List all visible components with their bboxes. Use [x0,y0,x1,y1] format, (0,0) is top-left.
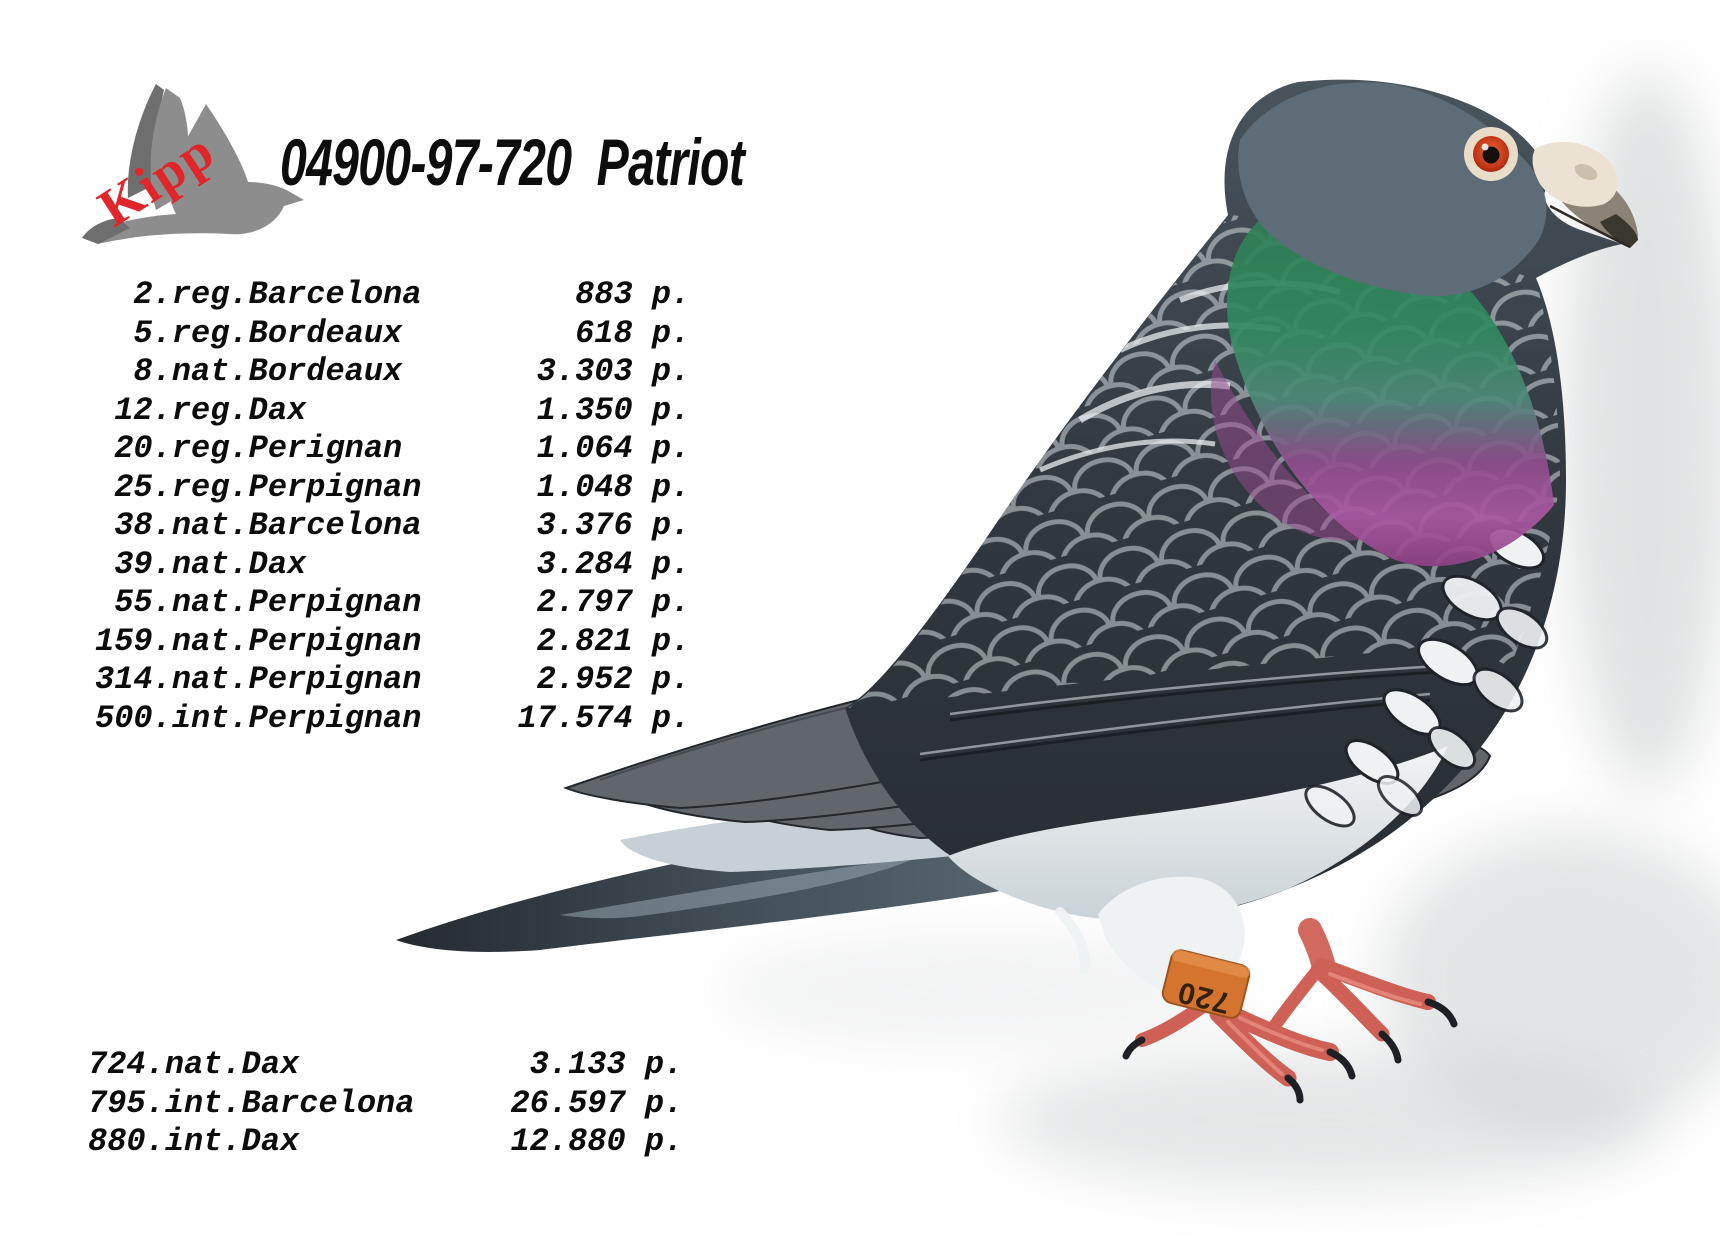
results-list-top: 2.reg.Barcelona 883 p. 5.reg.Bordeaux 61… [95,276,690,738]
result-row: 795.int.Barcelona 26.597 p. [88,1084,684,1122]
pigeon-legs: 720 [1055,876,1458,1104]
kipp-logo: Kipp [82,84,304,244]
result-row: 314.nat.Perpignan 2.952 p. [95,661,691,698]
results-list-bottom: 724.nat.Dax 3.133 p. 795.int.Barcelona 26… [88,1046,683,1162]
pigeon-claws [1122,998,1458,1104]
result-row: 5.reg.Bordeaux 618 p. [95,314,691,352]
result-row: 12.reg.Dax 1.350 p. [95,391,691,429]
photo-shadow [720,70,1720,1190]
pigeon-neck-iridescence [1227,216,1554,567]
pigeon-beak [1532,141,1638,249]
result-row: 8.nat.Bordeaux 3.303 p. [95,353,691,390]
result-row: 724.nat.Dax 3.133 p. [88,1046,684,1083]
result-row: 20.reg.Perignan 1.064 p. [95,430,691,467]
pigeon-neck-purple-patch [1210,360,1360,541]
pigeon-head [1238,82,1547,297]
result-row: 55.nat.Perpignan 2.797 p. [95,584,691,621]
result-row: 880.int.Dax 12.880 p. [88,1123,684,1160]
result-row: 39.nat.Dax 3.284 p. [95,545,691,583]
result-row: 25.reg.Perpignan 1.048 p. [95,468,691,506]
result-row: 159.nat.Perpignan 2.821 p. [95,622,691,660]
result-row: 500.int.Perpignan 17.574 p. [95,699,691,737]
pigeon-eye [1464,127,1518,181]
result-row: 2.reg.Barcelona 883 p. [95,276,691,313]
pigeon-cere [1532,141,1618,207]
page-title: 04900-97-720 Patriot [280,125,745,199]
pigeon-ring-band: 720 [1161,949,1251,1020]
dove-logo-icon [82,84,304,244]
result-row: 38.nat.Barcelona 3.376 p. [95,507,691,544]
